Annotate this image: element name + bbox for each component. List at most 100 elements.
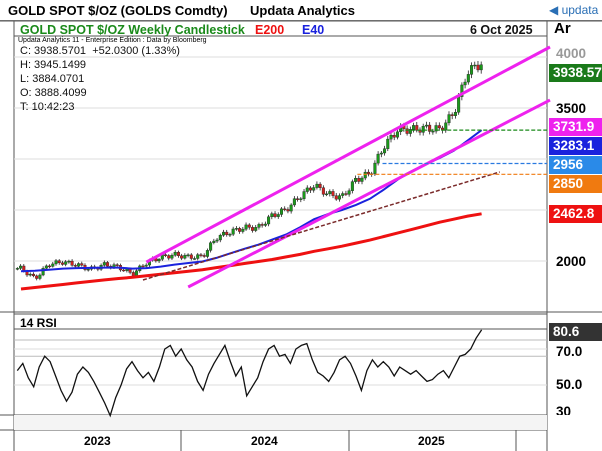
candle-body: [28, 273, 32, 276]
candle-body: [164, 254, 168, 256]
candle-body: [64, 261, 68, 265]
candle-body: [167, 255, 171, 259]
candle-body: [218, 234, 222, 241]
candle-body: [170, 255, 174, 259]
updata-logo: ◀ updata: [549, 3, 599, 17]
candle-body: [444, 122, 448, 131]
candle-body: [473, 64, 477, 67]
scroll-strip: [14, 415, 547, 430]
price-tag: 2462.8: [549, 204, 602, 223]
change-value: +52.0300 (1.33%): [92, 45, 180, 57]
candle-body: [144, 264, 148, 267]
candle-body: [289, 204, 293, 212]
candle-body: [292, 198, 296, 206]
candle-body: [331, 191, 335, 196]
candle-body: [205, 250, 209, 257]
candle-body: [354, 178, 358, 182]
rsi-marks: [16, 329, 483, 418]
candle-body: [360, 177, 364, 182]
candle-body: [125, 268, 129, 271]
price-marks: [15, 45, 551, 291]
candle-body: [209, 242, 213, 251]
price-tag: 3938.57: [549, 64, 602, 82]
candle-body: [38, 274, 42, 279]
window-title: GOLD SPOT $/OZ (GOLDS Comdty): [8, 3, 228, 18]
candle-body: [73, 265, 77, 267]
candle-body: [344, 193, 348, 195]
ohlc-open: O: 3888.4099: [20, 87, 87, 99]
candle-body: [238, 228, 242, 232]
candle-body: [366, 171, 370, 175]
candle-body: [193, 258, 197, 260]
candle-body: [263, 223, 267, 226]
candle-body: [434, 125, 438, 132]
candle-body: [460, 84, 464, 97]
candle-body: [470, 65, 474, 75]
rsi-last-tag: 80.6: [549, 323, 602, 341]
date-label: 6 Oct 2025: [470, 23, 533, 37]
candle-body: [408, 129, 412, 134]
price-tick-4000: 4000: [556, 46, 587, 61]
candle-body: [321, 187, 325, 195]
candle-body: [279, 208, 283, 215]
candle-body: [424, 124, 428, 127]
candle-body: [466, 74, 470, 83]
lower-channel-line: [187, 98, 551, 289]
rsi-tick-30: 30: [556, 404, 572, 415]
candle-body: [337, 195, 341, 200]
candle-body: [376, 153, 380, 164]
candle-body: [260, 224, 264, 226]
candle-body: [244, 224, 248, 230]
candle-body: [273, 213, 277, 217]
candle-body: [141, 265, 145, 268]
candle-body: [270, 213, 274, 218]
candle-body: [86, 268, 90, 271]
candle-body: [350, 181, 354, 191]
candle-body: [234, 228, 238, 230]
candle-body: [267, 216, 271, 225]
candle-body: [450, 114, 454, 116]
logo-text: updata: [561, 3, 599, 17]
candle-body: [186, 254, 190, 257]
x-label-2023: 2023: [84, 434, 111, 448]
legend-e200[interactable]: E200: [255, 23, 285, 37]
ohlc-low: L: 3884.0701: [20, 73, 85, 85]
candle-body: [453, 111, 457, 116]
support-trendline: [142, 171, 500, 281]
e200-line: [20, 212, 482, 291]
e40-line: [20, 129, 483, 273]
candle-body: [286, 209, 290, 212]
price-tick-3500: 3500: [556, 101, 587, 116]
candle-body: [325, 193, 329, 196]
candle-body: [357, 178, 361, 182]
chart-frame: [0, 20, 602, 451]
price-tag: 2956: [549, 156, 602, 174]
candle-body: [67, 260, 71, 263]
candle-body: [115, 264, 119, 266]
candle-body: [173, 251, 177, 256]
candle-body: [257, 224, 261, 228]
candle-body: [106, 262, 110, 267]
candle-body: [312, 187, 316, 191]
candle-body: [341, 193, 345, 196]
candle-body: [102, 262, 106, 266]
candle-body: [54, 260, 58, 265]
candle-body: [222, 231, 226, 236]
legend-e40[interactable]: E40: [302, 23, 325, 37]
rsi-line: [16, 329, 483, 418]
candle-body: [19, 265, 23, 269]
candle-body: [183, 255, 187, 259]
candle-body: [57, 260, 61, 264]
ohlc-high: H: 3945.1499: [20, 59, 87, 71]
candle-body: [463, 81, 467, 86]
candle-body: [80, 263, 84, 266]
price-tag: 3283.1: [549, 137, 602, 155]
candle-body: [386, 138, 390, 149]
candle-body: [315, 183, 319, 188]
candle-body: [363, 171, 367, 179]
candle-body: [247, 224, 251, 228]
candle-body: [328, 191, 332, 195]
candle-body: [373, 162, 377, 174]
candle-body: [44, 265, 48, 269]
